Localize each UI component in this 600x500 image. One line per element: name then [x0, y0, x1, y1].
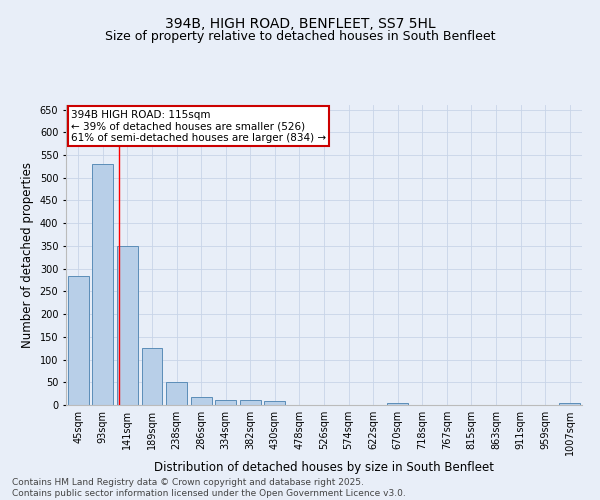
Text: 394B HIGH ROAD: 115sqm
← 39% of detached houses are smaller (526)
61% of semi-de: 394B HIGH ROAD: 115sqm ← 39% of detached… — [71, 110, 326, 142]
Bar — [68, 276, 89, 405]
Bar — [191, 398, 212, 405]
Bar — [92, 164, 113, 405]
Bar — [240, 400, 261, 405]
Bar — [142, 348, 163, 405]
Text: Contains HM Land Registry data © Crown copyright and database right 2025.
Contai: Contains HM Land Registry data © Crown c… — [12, 478, 406, 498]
X-axis label: Distribution of detached houses by size in South Benfleet: Distribution of detached houses by size … — [154, 461, 494, 474]
Bar — [387, 402, 408, 405]
Text: Size of property relative to detached houses in South Benfleet: Size of property relative to detached ho… — [105, 30, 495, 43]
Bar — [117, 246, 138, 405]
Bar — [166, 382, 187, 405]
Bar — [559, 402, 580, 405]
Bar — [265, 402, 286, 405]
Text: 394B, HIGH ROAD, BENFLEET, SS7 5HL: 394B, HIGH ROAD, BENFLEET, SS7 5HL — [164, 18, 436, 32]
Y-axis label: Number of detached properties: Number of detached properties — [21, 162, 34, 348]
Bar — [215, 400, 236, 405]
